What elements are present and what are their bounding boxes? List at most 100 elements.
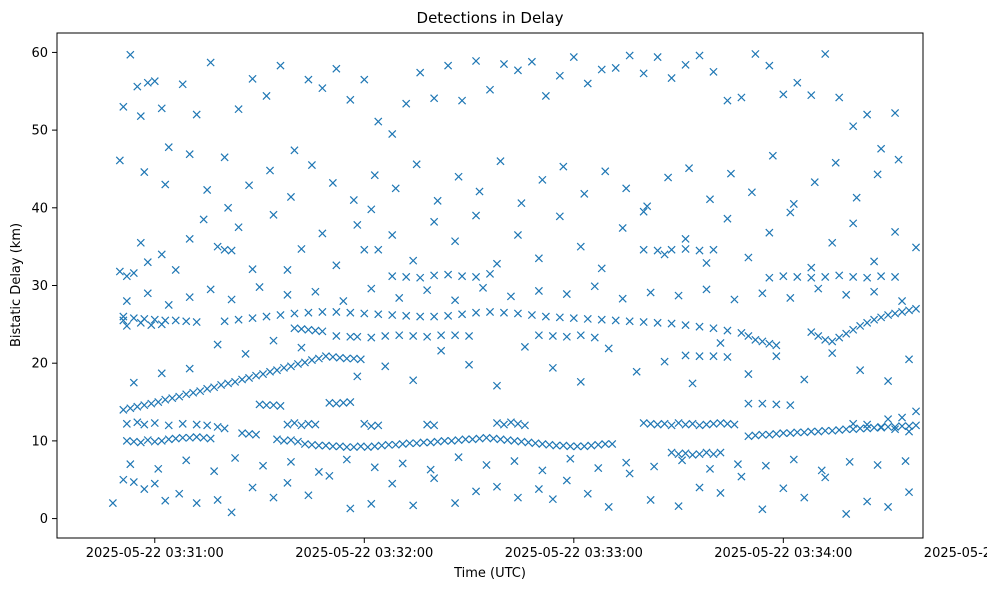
data-point bbox=[321, 441, 330, 450]
data-point bbox=[695, 483, 704, 492]
data-point bbox=[384, 440, 393, 449]
data-point bbox=[189, 388, 198, 397]
data-point bbox=[695, 246, 704, 255]
data-point bbox=[821, 49, 830, 59]
data-point bbox=[265, 166, 275, 175]
data-point bbox=[286, 457, 295, 466]
data-point bbox=[884, 502, 893, 511]
data-point bbox=[370, 171, 379, 180]
data-point bbox=[447, 436, 456, 445]
data-point bbox=[555, 212, 564, 221]
data-point bbox=[412, 439, 421, 448]
data-point bbox=[437, 331, 446, 340]
data-point bbox=[911, 304, 921, 313]
data-point bbox=[185, 234, 194, 243]
data-point bbox=[119, 316, 128, 325]
data-point bbox=[492, 381, 502, 390]
data-point bbox=[576, 377, 585, 386]
data-point bbox=[842, 290, 851, 299]
data-point bbox=[346, 398, 355, 407]
data-point bbox=[140, 420, 149, 429]
data-point bbox=[157, 320, 166, 329]
data-point bbox=[548, 363, 557, 372]
data-point bbox=[161, 496, 170, 505]
data-point bbox=[737, 93, 746, 102]
data-point bbox=[423, 420, 432, 429]
data-point bbox=[335, 353, 344, 362]
data-point bbox=[279, 436, 289, 445]
data-point bbox=[842, 329, 851, 338]
data-point bbox=[126, 404, 135, 413]
data-point bbox=[374, 245, 383, 254]
data-point bbox=[723, 214, 732, 223]
data-point bbox=[884, 415, 893, 424]
data-point bbox=[171, 316, 180, 325]
data-point bbox=[499, 308, 508, 317]
data-point bbox=[789, 455, 798, 464]
data-point bbox=[349, 354, 358, 363]
data-point bbox=[723, 352, 732, 362]
data-point bbox=[901, 457, 910, 466]
data-point bbox=[898, 307, 907, 316]
data-point bbox=[245, 373, 254, 382]
data-point bbox=[695, 322, 704, 331]
data-point bbox=[126, 50, 135, 59]
data-point bbox=[136, 238, 145, 247]
data-point bbox=[220, 317, 229, 326]
data-point bbox=[119, 312, 128, 321]
data-point bbox=[458, 96, 467, 105]
data-point bbox=[580, 189, 589, 198]
data-point bbox=[133, 82, 142, 91]
data-point bbox=[283, 290, 292, 299]
data-point bbox=[531, 439, 540, 448]
data-point bbox=[231, 377, 240, 386]
data-point bbox=[510, 436, 519, 445]
data-point bbox=[185, 150, 194, 159]
data-point bbox=[723, 326, 732, 335]
data-point bbox=[377, 441, 386, 450]
data-point bbox=[800, 493, 809, 502]
x-tick-label: 2025-05-22 03:34:00 bbox=[714, 546, 852, 561]
data-point bbox=[877, 313, 886, 322]
data-point bbox=[339, 297, 348, 306]
data-point bbox=[845, 457, 854, 466]
data-point bbox=[863, 273, 872, 282]
data-point bbox=[688, 379, 697, 388]
data-point bbox=[870, 287, 879, 296]
data-point bbox=[416, 68, 425, 77]
data-point bbox=[709, 67, 718, 76]
data-point bbox=[852, 193, 861, 202]
data-point bbox=[283, 478, 292, 487]
data-point bbox=[898, 297, 907, 306]
data-point bbox=[346, 332, 355, 341]
data-point bbox=[325, 471, 334, 480]
data-point bbox=[660, 250, 669, 259]
data-point bbox=[496, 157, 505, 166]
data-point bbox=[248, 314, 257, 323]
data-point bbox=[709, 419, 718, 428]
data-point bbox=[786, 401, 795, 410]
data-point bbox=[758, 430, 767, 439]
data-point bbox=[594, 440, 603, 449]
data-point bbox=[506, 418, 515, 427]
data-point bbox=[541, 312, 550, 321]
data-point bbox=[709, 324, 718, 333]
data-point bbox=[213, 340, 222, 349]
data-point bbox=[911, 243, 921, 252]
data-point bbox=[534, 331, 543, 340]
data-point bbox=[520, 342, 529, 351]
data-point bbox=[178, 419, 187, 428]
data-point bbox=[503, 436, 512, 445]
data-point bbox=[492, 259, 502, 268]
data-point bbox=[492, 418, 502, 428]
data-point bbox=[520, 421, 529, 430]
data-point bbox=[905, 488, 914, 497]
data-point bbox=[346, 504, 355, 513]
y-tick-label: 30 bbox=[31, 279, 48, 294]
data-point bbox=[541, 91, 550, 100]
data-point bbox=[744, 331, 753, 341]
data-point bbox=[723, 419, 732, 428]
data-point bbox=[175, 392, 184, 401]
data-point bbox=[695, 450, 704, 459]
data-point bbox=[388, 272, 397, 281]
